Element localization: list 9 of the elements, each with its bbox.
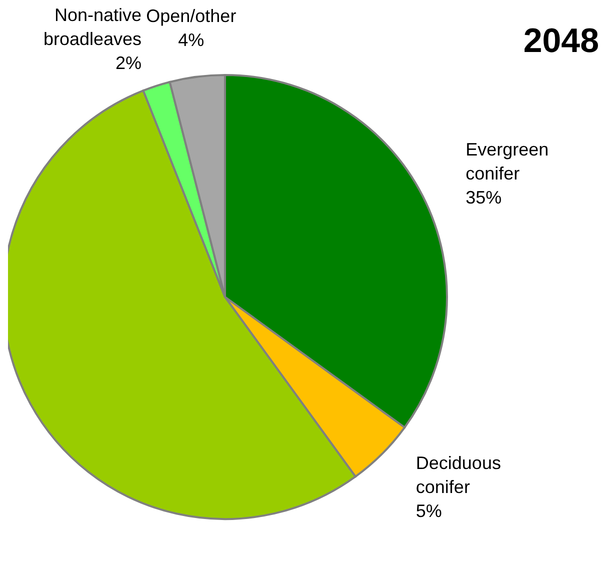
slice-label: Evergreen conifer <box>466 139 549 184</box>
data-label: 2% <box>116 52 142 73</box>
data-label: 4% <box>178 30 204 50</box>
data-label: 35% <box>466 187 502 208</box>
slice-label: Open/other <box>146 6 236 26</box>
slice-label: Deciduous conifer <box>416 452 501 497</box>
chart-title: 2048 <box>523 22 599 60</box>
data-label: 5% <box>416 500 442 521</box>
slice-label: Non-native broadleaves <box>43 4 142 49</box>
